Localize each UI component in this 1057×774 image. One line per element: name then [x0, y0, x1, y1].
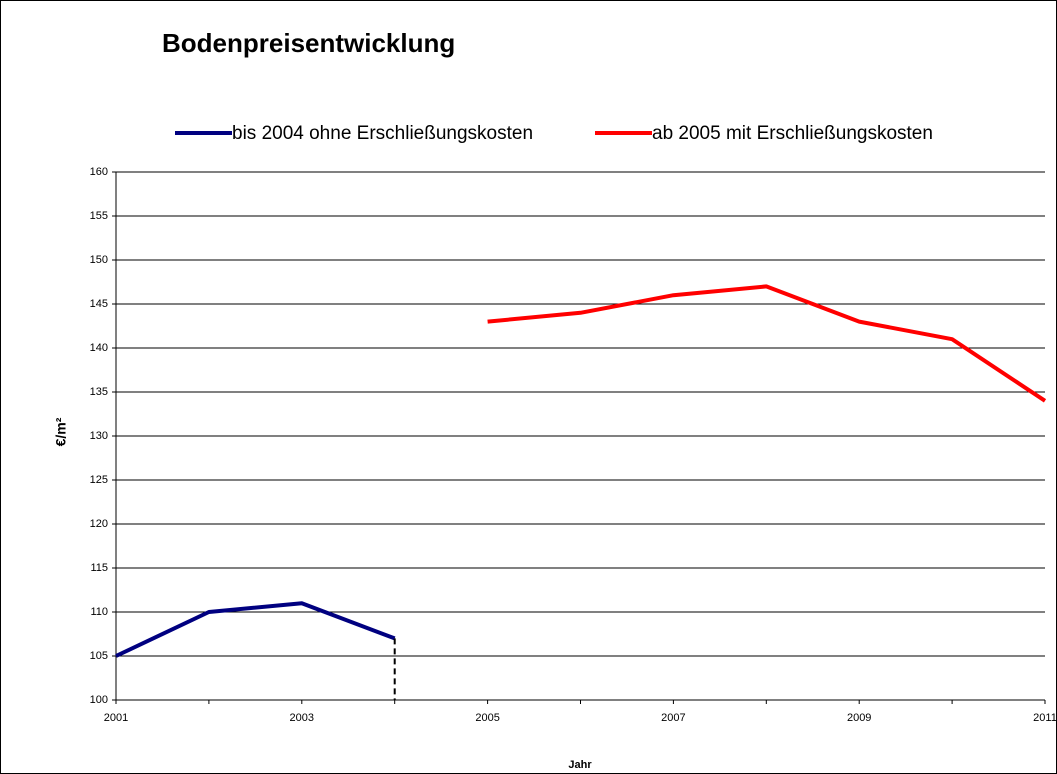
legend-label: bis 2004 ohne Erschließungskosten: [232, 123, 533, 144]
series-line: [115, 601, 396, 658]
y-tick-label: 100: [90, 694, 108, 706]
y-tick-label: 135: [90, 386, 108, 398]
y-tick-label: 120: [90, 518, 108, 530]
y-axis-label: €/m²: [53, 417, 69, 446]
y-tick-label: 110: [90, 606, 108, 618]
y-tick-label: 105: [90, 650, 108, 662]
series-line: [487, 284, 1047, 403]
x-tick-label: 2011: [1033, 712, 1057, 724]
x-tick-label: 2003: [290, 712, 314, 724]
legend-label: ab 2005 mit Erschließungskosten: [652, 123, 933, 144]
x-tick-label: 2005: [475, 712, 499, 724]
x-tick-label: 2009: [847, 712, 871, 724]
y-tick-label: 145: [90, 298, 108, 310]
y-tick-label: 140: [90, 342, 108, 354]
x-axis-label: Jahr: [568, 759, 592, 771]
y-tick-label: 130: [90, 430, 108, 442]
y-tick-label: 155: [90, 210, 108, 222]
y-tick-label: 150: [90, 254, 108, 266]
y-tick-label: 160: [90, 166, 108, 178]
chart-title: Bodenpreisentwicklung: [162, 28, 455, 58]
y-tick-label: 125: [90, 474, 108, 486]
x-tick-label: 2001: [104, 712, 128, 724]
y-tick-label: 115: [90, 562, 108, 574]
x-tick-label: 2007: [661, 712, 685, 724]
